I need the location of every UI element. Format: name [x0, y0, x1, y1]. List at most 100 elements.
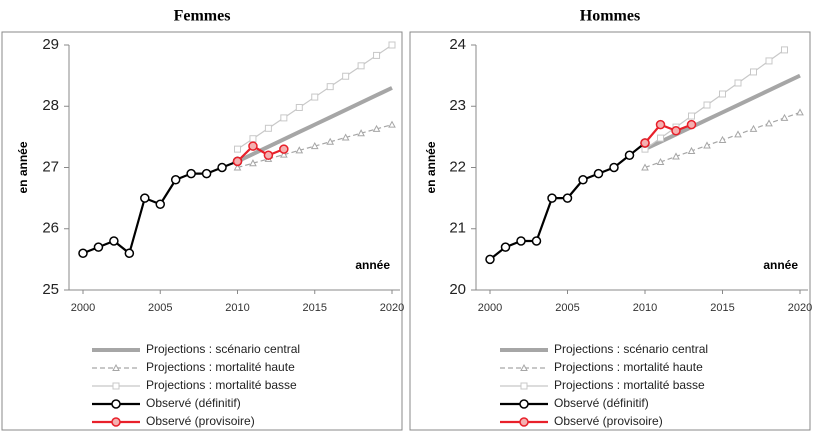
point — [765, 119, 773, 127]
point — [578, 175, 588, 185]
point — [326, 137, 335, 145]
point — [749, 124, 758, 132]
point — [671, 126, 681, 136]
legend-label: Observé (définitif) — [554, 396, 649, 410]
point — [248, 141, 258, 151]
panel-frame — [1, 31, 403, 431]
point — [719, 90, 726, 98]
y-tick-label: 26 — [42, 220, 59, 237]
y-axis-label: en année — [424, 141, 438, 193]
legend-marker — [111, 417, 121, 427]
point — [357, 62, 365, 70]
panel-frame — [409, 31, 811, 431]
x-tick-label: 2005 — [555, 302, 579, 314]
legend-marker — [111, 399, 121, 409]
chart-title: Femmes — [174, 8, 231, 25]
point — [780, 113, 789, 121]
point — [233, 163, 242, 171]
point — [388, 41, 396, 49]
legend-label: Observé (provisoire) — [146, 414, 255, 428]
point — [656, 157, 665, 165]
point — [234, 145, 241, 153]
point — [217, 162, 227, 173]
point — [186, 168, 196, 179]
legend-marker — [520, 363, 528, 371]
y-tick-label: 25 — [42, 281, 59, 298]
y-tick-label: 29 — [42, 36, 59, 53]
legend-label: Projections : mortalité basse — [146, 378, 297, 392]
point — [388, 120, 396, 128]
y-tick-label: 20 — [449, 281, 466, 298]
point — [372, 124, 381, 132]
point — [232, 156, 243, 167]
annotation: année — [355, 258, 390, 272]
legend-marker — [519, 417, 529, 427]
legend-marker — [520, 382, 528, 390]
point — [641, 163, 649, 171]
x-tick-label: 2000 — [71, 302, 95, 314]
point — [311, 93, 319, 101]
point — [750, 68, 757, 76]
point — [109, 236, 119, 246]
legend-label: Projections : scénario central — [146, 342, 300, 356]
point — [341, 133, 350, 141]
point — [295, 146, 304, 154]
x-tick-label: 2000 — [478, 302, 502, 314]
x-tick-label: 2020 — [380, 302, 404, 314]
legend-label: Projections : mortalité basse — [554, 378, 705, 392]
y-tick-label: 22 — [449, 158, 466, 175]
y-tick-label: 21 — [449, 220, 466, 237]
point — [655, 119, 666, 130]
x-tick-label: 2015 — [303, 302, 327, 314]
point — [624, 150, 635, 160]
point — [279, 144, 289, 154]
point — [280, 150, 288, 158]
series-line — [644, 123, 692, 144]
point — [124, 248, 135, 258]
point — [342, 72, 350, 80]
point — [796, 108, 804, 116]
point — [672, 152, 680, 160]
x-tick-label: 2020 — [788, 302, 812, 314]
point — [500, 242, 511, 252]
y-tick-label: 27 — [42, 158, 59, 175]
point — [310, 142, 319, 150]
point — [516, 236, 526, 246]
point — [485, 254, 495, 265]
y-tick-label: 28 — [42, 97, 59, 114]
point — [547, 193, 557, 203]
series-line — [644, 73, 801, 151]
series-line — [644, 49, 785, 150]
x-tick-label: 2010 — [225, 302, 249, 314]
point — [781, 46, 788, 54]
point — [562, 193, 573, 203]
point — [249, 159, 257, 167]
point — [703, 141, 711, 149]
point — [93, 242, 104, 252]
x-tick-label: 2010 — [633, 302, 657, 314]
legend-label: Projections : scénario central — [554, 342, 708, 356]
point — [140, 193, 150, 203]
legend-label: Observé (provisoire) — [554, 414, 663, 428]
point — [718, 135, 727, 143]
annotation: année — [763, 258, 798, 272]
point — [78, 248, 88, 258]
point — [201, 168, 212, 179]
legend-label: Projections : mortalité haute — [146, 360, 295, 374]
point — [734, 79, 742, 87]
point — [609, 162, 619, 173]
point — [657, 134, 664, 142]
point — [703, 101, 711, 109]
y-tick-label: 23 — [449, 97, 466, 114]
point — [155, 199, 165, 209]
point — [686, 119, 697, 130]
legend-label: Observé (définitif) — [146, 396, 241, 410]
y-tick-label: 24 — [449, 36, 466, 53]
point — [170, 175, 181, 185]
point — [373, 51, 381, 59]
legend-marker — [112, 382, 120, 390]
point — [295, 103, 303, 111]
series-line — [236, 144, 285, 163]
